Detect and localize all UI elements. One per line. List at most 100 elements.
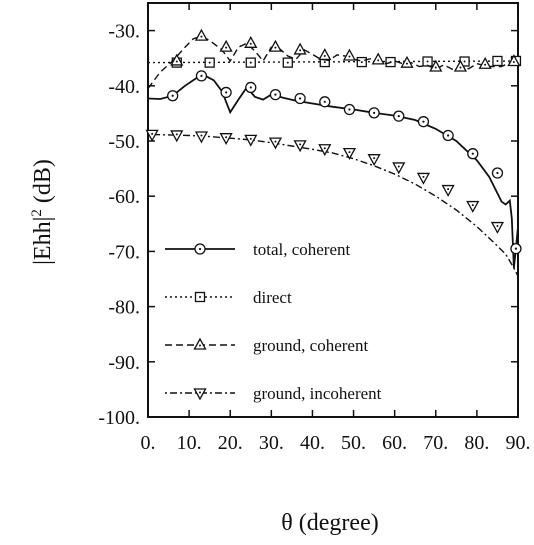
y-tick-label: -40. [108,76,140,98]
series-marker [466,200,480,213]
series-marker-dot [274,46,277,49]
series-marker [244,134,258,147]
series-marker-dot [249,137,252,140]
series-marker-dot [422,175,425,178]
legend-marker-dot [199,344,201,347]
series-marker-dot [471,152,474,155]
series-marker-dot [274,140,277,143]
series-marker [268,137,283,150]
series-marker [342,147,357,160]
y-tick-label: -50. [108,131,140,153]
series-marker-dot [496,59,499,62]
series-marker-dot [323,147,326,150]
series-marker-dot [200,134,203,137]
y-axis-label-base: |Ehh| [30,217,56,265]
axis-ticks: 0. 10. 20. 30. 40. 50. 60. 70. 80. 90. -30. -40. -50… [98,3,531,454]
series-marker-dot [323,61,326,64]
series-marker [145,129,159,142]
x-tick-label: 0. [141,432,156,454]
series-marker [416,172,431,185]
series-marker-dot [249,61,252,64]
series-line [147,133,519,277]
series-marker-dot [496,171,499,175]
series-marker-dot [348,151,351,154]
series-marker-dot [426,60,429,63]
series-marker-dot [484,63,487,66]
x-axis-label: θ (degree) [281,510,378,536]
series-marker-dot [200,35,203,38]
legend-label: ground, coherent [253,336,368,355]
series-marker [194,28,209,41]
series-marker-dot [373,111,376,114]
x-tick-label: 70. [423,432,448,454]
series-marker [293,140,307,153]
series-marker [170,130,184,143]
series-marker-dot [422,120,425,123]
series-circle [147,70,522,269]
series-marker-dot [348,108,351,111]
series-marker-dot [514,247,518,250]
series-marker-dot [512,61,515,64]
series-marker-dot [171,94,174,97]
series-marker [367,154,381,167]
series-marker-dot [299,143,302,146]
x-tick-label: 80. [464,432,489,454]
x-tick-label: 10. [177,432,202,454]
series-marker-dot [299,97,302,100]
series-marker [441,184,455,197]
series-layer [145,28,522,277]
legend-marker [193,388,207,401]
series-marker-dot [447,188,450,191]
legend-marker-dot [199,296,201,298]
x-tick-label: 40. [300,432,325,454]
series-marker-dot [323,100,326,103]
series-marker-dot [348,55,351,58]
y-axis-label-sup: 2 [29,209,45,217]
series-marker [194,131,209,144]
series-marker-dot [175,60,178,63]
series-marker-dot [471,204,474,207]
series-marker [400,55,414,68]
series-marker-dot [274,93,277,96]
series-marker [219,39,233,52]
series-marker-dot [397,115,400,118]
series-marker-dot [175,133,178,136]
legend-label: total, coherent [253,240,351,259]
series-marker-dot [151,132,154,135]
series-triangle-up [147,28,521,90]
series-marker-dot [463,60,466,63]
series-marker [318,48,332,61]
series-marker [268,39,283,52]
y-axis-label-unit: (dB) [30,159,56,203]
y-tick-label: -30. [108,21,140,43]
legend-marker [193,337,207,350]
series-marker [429,59,443,72]
x-tick-label: 90. [506,432,531,454]
series-marker [293,42,307,55]
series-marker-dot [360,61,363,64]
x-tick-label: 20. [218,432,243,454]
series-marker-dot [249,42,252,45]
y-axis-label: |Ehh|2 (dB) [29,159,56,265]
series-marker-dot [447,134,450,137]
series-marker [478,56,492,69]
y-tick-label: -60. [108,186,140,208]
y-tick-label: -80. [108,297,140,319]
series-marker-dot [377,59,380,62]
y-tick-label: -90. [108,352,140,374]
series-marker-dot [299,49,302,52]
series-marker-dot [496,225,499,228]
series-marker [318,144,332,157]
x-tick-label: 30. [259,432,284,454]
series-line [147,74,519,269]
series-marker-dot [373,157,376,160]
plot-frame [147,2,519,418]
series-marker [453,59,468,72]
legend: total, coherent direct ground, coherent gro… [165,240,382,403]
legend-marker-dot [199,391,201,394]
series-triangle-down [145,129,519,277]
series-marker-dot [286,61,289,64]
x-tick-label: 60. [382,432,407,454]
series-marker [507,54,521,67]
